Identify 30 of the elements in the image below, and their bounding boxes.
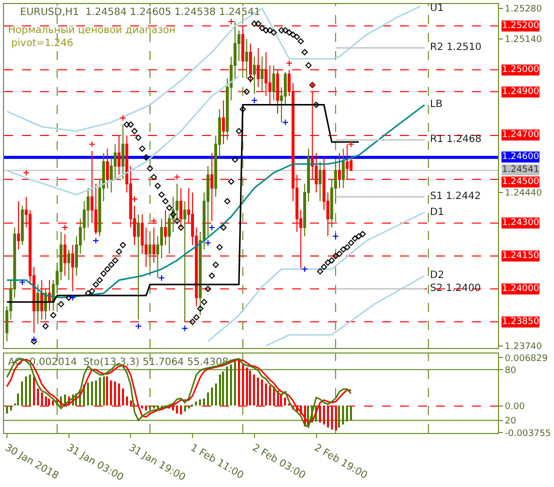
ref-line-label: 1.23850 (502, 317, 540, 327)
annotation: D1 (430, 207, 444, 218)
ref-line-label: 1.25200 (502, 21, 540, 31)
ref-line-label: 1.24541 (502, 165, 540, 175)
y2-tick-label: 80 (504, 366, 517, 376)
ref-line-label: 1.24300 (502, 218, 540, 228)
ref-line-label: 1.24900 (502, 87, 540, 97)
annotation: U1 (430, 3, 444, 14)
ref-line-label: 1.24000 (502, 284, 540, 294)
y-tick-label: 0.006829 (504, 354, 548, 364)
annotation: S1 1.2442 (430, 191, 481, 202)
y2-tick-label: 20 (504, 416, 517, 426)
annotation: LB (430, 99, 443, 110)
y-tick-label: 1.24440 (504, 188, 542, 199)
ref-line-label: 1.24700 (502, 130, 540, 140)
ref-line-label: 1.25000 (502, 65, 540, 75)
ref-line-label: 1.24500 (502, 177, 540, 187)
y-tick-label: 1.25280 (504, 4, 542, 15)
ref-line-label: 1.24150 (502, 251, 540, 261)
chart-title: EURUSD,H1 1.24584 1.24605 1.24538 1.24541 (20, 7, 260, 18)
annotation: S2 1.2400 (430, 283, 481, 294)
annotation: D2 (430, 270, 444, 281)
annotation: R2 1.2510 (430, 42, 482, 53)
annotation: Нормальный ценовой диапазон pivot=1.246 (8, 25, 176, 49)
y-tick-label: 1.25140 (504, 35, 542, 46)
y-tick-label: -0.003755 (504, 428, 552, 439)
y-tick-label: 0.00 (504, 402, 526, 412)
y-tick-label: 1.23740 (504, 342, 542, 352)
ref-line-label: 1.24600 (502, 152, 540, 162)
annotation: R1 1.2468 (430, 134, 482, 145)
